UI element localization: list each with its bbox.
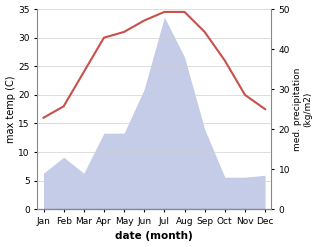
Y-axis label: med. precipitation
(kg/m2): med. precipitation (kg/m2) (293, 67, 313, 151)
X-axis label: date (month): date (month) (115, 231, 193, 242)
Y-axis label: max temp (C): max temp (C) (5, 75, 16, 143)
